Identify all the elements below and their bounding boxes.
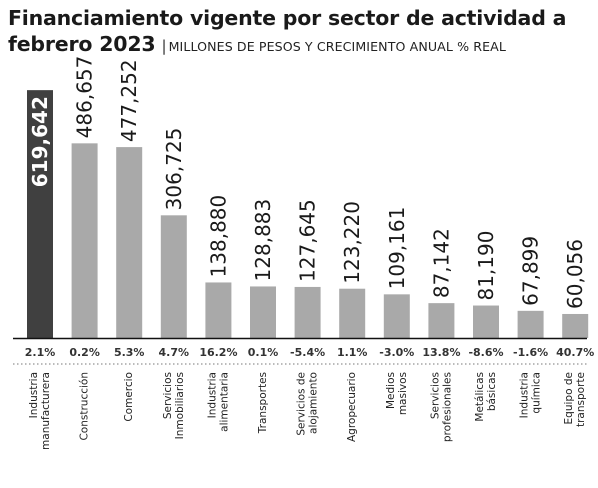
- category-label-line: Servicios: [162, 372, 174, 419]
- category-label-line: Transportes: [257, 372, 269, 434]
- category-label-line: química: [531, 372, 543, 414]
- growth-label: 2.1%: [25, 346, 56, 359]
- bar-value-label: 123,220: [340, 201, 364, 284]
- category-label-line: Medios: [385, 372, 397, 409]
- bar-value-label: 81,190: [474, 231, 498, 301]
- bar: [27, 90, 53, 339]
- bar: [205, 282, 232, 338]
- category-label: Servicios dealojamiento: [296, 372, 320, 436]
- category-label-line: profesionales: [441, 372, 453, 442]
- bar: [71, 143, 98, 338]
- category-label: Agropecuario: [346, 372, 358, 442]
- category-label-line: transporte: [575, 372, 587, 427]
- category-label: ServiciosInmobiliarios: [162, 372, 186, 439]
- bar-value-label: 109,161: [385, 207, 409, 290]
- bar-value-label: 486,657: [73, 56, 97, 139]
- growth-label: 1.1%: [337, 346, 368, 359]
- growth-label: -5.4%: [290, 346, 325, 359]
- growth-label: 13.8%: [422, 346, 460, 359]
- category-label-line: Servicios de: [296, 372, 308, 436]
- category-label-line: Servicios: [429, 372, 441, 419]
- category-label: Transportes: [257, 372, 269, 434]
- bar: [428, 303, 455, 338]
- category-label-line: Inmobiliarios: [174, 372, 186, 439]
- growth-label: -3.0%: [379, 346, 414, 359]
- category-label: Industriaalimentaria: [206, 372, 230, 432]
- title-block: Financiamiento vigente por sector de act…: [8, 6, 593, 60]
- bar: [517, 310, 544, 338]
- growth-label: 16.2%: [199, 346, 237, 359]
- bar: [339, 288, 366, 338]
- bar: [473, 305, 499, 338]
- category-label-line: masivos: [397, 372, 409, 415]
- category-label: Comercio: [123, 372, 135, 422]
- bar: [116, 147, 143, 338]
- growth-label: 5.3%: [114, 346, 145, 359]
- chart-title-line2: febrero 2023: [8, 32, 156, 56]
- category-label: Construcción: [79, 372, 91, 441]
- bar-value-label: 128,883: [251, 199, 275, 282]
- growth-label: -8.6%: [468, 346, 503, 359]
- category-label: Mediosmasivos: [385, 372, 409, 415]
- chart-title-line2-row: febrero 2023 | MILLONES DE PESOS Y CRECIMI…: [8, 31, 593, 60]
- category-label: Industriaquímica: [519, 372, 543, 418]
- category-label-line: básicas: [486, 372, 498, 411]
- bar: [383, 294, 410, 338]
- category-label-line: Agropecuario: [346, 372, 358, 442]
- bar: [250, 286, 276, 338]
- bar-value-label: 138,880: [206, 195, 230, 278]
- bar-value-label: 306,725: [162, 128, 186, 211]
- category-label-line: Equipo de: [563, 372, 575, 424]
- category-label: Serviciosprofesionales: [429, 372, 453, 442]
- growth-label: 4.7%: [159, 346, 190, 359]
- chart-subtitle: MILLONES DE PESOS Y CRECIMIENTO ANUAL % …: [168, 39, 506, 54]
- category-label-line: alojamiento: [308, 372, 320, 434]
- category-label-line: Metálicas: [474, 372, 486, 422]
- bar: [562, 313, 589, 338]
- growth-label: 0.1%: [248, 346, 279, 359]
- growth-label: -1.6%: [513, 346, 548, 359]
- category-label-line: Industria: [28, 372, 40, 418]
- bar-value-label: 67,899: [519, 236, 543, 306]
- category-label: Equipo detransporte: [563, 372, 587, 427]
- category-label-line: Industria: [519, 372, 531, 418]
- category-label-line: alimentaria: [218, 372, 230, 432]
- bar-value-label: 477,252: [117, 59, 141, 142]
- bar: [160, 215, 187, 338]
- growth-label: 0.2%: [69, 346, 100, 359]
- bar: [294, 286, 321, 338]
- bar-value-label: 127,645: [296, 199, 320, 282]
- title-separator: |: [161, 37, 167, 55]
- category-label-line: Comercio: [123, 372, 135, 422]
- category-label-line: manufacturera: [40, 372, 52, 450]
- category-label-line: Industria: [206, 372, 218, 418]
- category-label: Metálicasbásicas: [474, 372, 498, 422]
- category-label: Industriamanufacturera: [28, 372, 52, 450]
- bar-value-label: 87,142: [429, 228, 453, 298]
- chart-title-line1: Financiamiento vigente por sector de act…: [8, 6, 567, 30]
- growth-label: 40.7%: [556, 346, 594, 359]
- bar-value-label: 619,642: [28, 96, 52, 187]
- bar-value-label: 60,056: [563, 239, 587, 309]
- category-label-line: Construcción: [79, 372, 91, 441]
